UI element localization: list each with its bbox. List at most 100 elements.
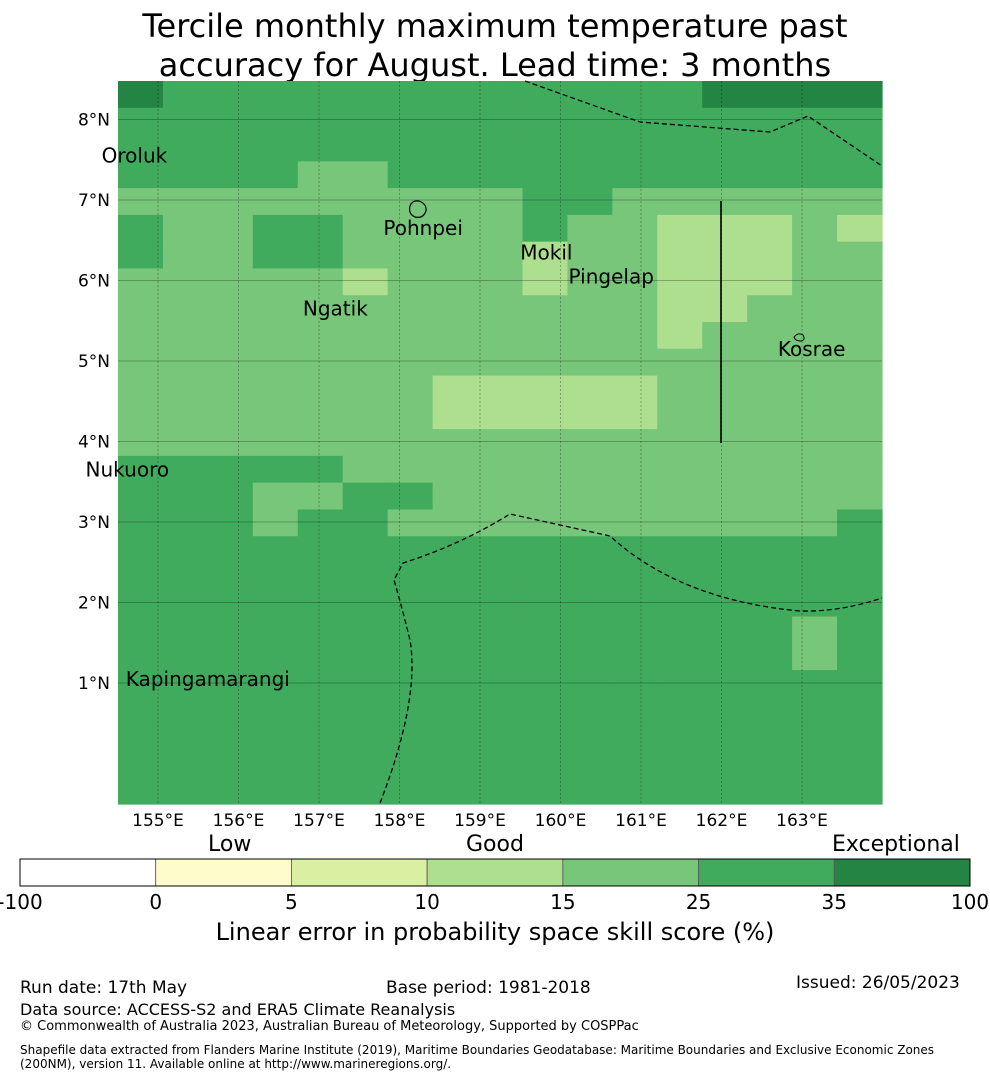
grid-cell (207, 429, 254, 457)
grid-cell (567, 723, 613, 752)
grid-cell (207, 268, 254, 296)
grid-cell (162, 777, 209, 805)
grid-cell (747, 563, 793, 591)
grid-cell (522, 429, 569, 457)
grid-cell (477, 295, 524, 323)
grid-cell (207, 563, 254, 591)
grid-cell (432, 723, 479, 752)
grid-cell (342, 107, 389, 136)
grid-cell (297, 482, 344, 511)
grid-cell (162, 348, 209, 377)
grid-cell (612, 482, 658, 511)
grid-cell (207, 322, 254, 350)
grid-cell (387, 241, 434, 270)
grid-cell (387, 107, 434, 136)
grid-cell (522, 563, 569, 591)
grid-cell (837, 777, 883, 805)
grid-cell (252, 348, 299, 377)
grid-cell (297, 214, 344, 243)
colorbar-segment (562, 858, 699, 887)
place-label-nukuoro: Nukuoro (86, 458, 170, 482)
island-outlines (408, 200, 805, 342)
grid-cell (207, 589, 254, 618)
skill-grid-cells (118, 81, 883, 805)
grid-cell (252, 214, 299, 243)
grid-cell (252, 589, 299, 618)
grid-cell (657, 777, 703, 805)
colorbar (19, 858, 971, 887)
grid-cell (297, 536, 344, 564)
grid-cell (477, 322, 524, 350)
colorbar-good-label: Good (466, 832, 524, 857)
grid-cell (612, 536, 658, 564)
grid-cell (567, 214, 613, 243)
grid-cell (432, 268, 479, 296)
grid-cell (162, 241, 209, 270)
grid-cell (612, 188, 658, 216)
grid-cell (342, 402, 389, 430)
grid-cell (837, 188, 883, 216)
grid-cell (612, 696, 658, 725)
colorbar-low-label: Low (208, 832, 252, 857)
grid-cell (567, 696, 613, 725)
grid-cell (342, 348, 389, 377)
grid-cell (702, 295, 748, 323)
grid-cell (612, 81, 658, 109)
grid-cell (207, 402, 254, 430)
grid-cell (477, 670, 524, 698)
grid-cell (477, 723, 524, 752)
grid-cell (792, 322, 838, 350)
grid-cell (252, 723, 299, 752)
grid-cell (657, 616, 703, 644)
grid-cell (702, 322, 748, 350)
grid-cell (657, 268, 703, 296)
grid-cell (432, 589, 479, 618)
grid-cell (387, 696, 434, 725)
grid-cell (747, 696, 793, 725)
grid-cell (387, 777, 434, 805)
grid-cell (118, 241, 164, 270)
grid-cell (702, 134, 748, 162)
grid-cell (702, 750, 748, 778)
longitude-tick-label: 161°E (615, 811, 667, 831)
grid-cell (432, 214, 479, 243)
grid-cell (792, 214, 838, 243)
grid-cell (118, 161, 164, 189)
grid-cell (657, 563, 703, 591)
grid-cell (612, 161, 658, 189)
grid-cell (162, 295, 209, 323)
grid-cell (702, 429, 748, 457)
grid-cell (612, 589, 658, 618)
grid-cell (657, 482, 703, 511)
latitude-tick-label: 5°N (78, 352, 110, 372)
grid-cell (387, 268, 434, 296)
grid-cell (477, 482, 524, 511)
grid-cell (297, 670, 344, 698)
grid-cell (747, 322, 793, 350)
grid-cell (702, 589, 748, 618)
grid-cell (792, 750, 838, 778)
grid-cell (477, 161, 524, 189)
grid-cell (837, 563, 883, 591)
grid-cell (297, 241, 344, 270)
grid-cell (387, 429, 434, 457)
latitude-tick-label: 6°N (78, 272, 110, 292)
grid-cell (342, 322, 389, 350)
grid-cell (567, 241, 613, 270)
grid-cell (747, 536, 793, 564)
grid-cell (702, 188, 748, 216)
grid-cell (477, 696, 524, 725)
grid-cell (747, 268, 793, 296)
grid-cell (118, 322, 164, 350)
grid-cell (297, 777, 344, 805)
grid-cell (522, 214, 569, 243)
grid-cell (612, 563, 658, 591)
grid-cell (567, 589, 613, 618)
colorbar-tick-label: 10 (414, 890, 440, 914)
grid-cell (747, 188, 793, 216)
grid-cell (297, 429, 344, 457)
latitude-tick-label: 2°N (78, 594, 110, 614)
grid-cell (118, 616, 164, 644)
grid-cell (837, 402, 883, 430)
grid-cell (207, 723, 254, 752)
